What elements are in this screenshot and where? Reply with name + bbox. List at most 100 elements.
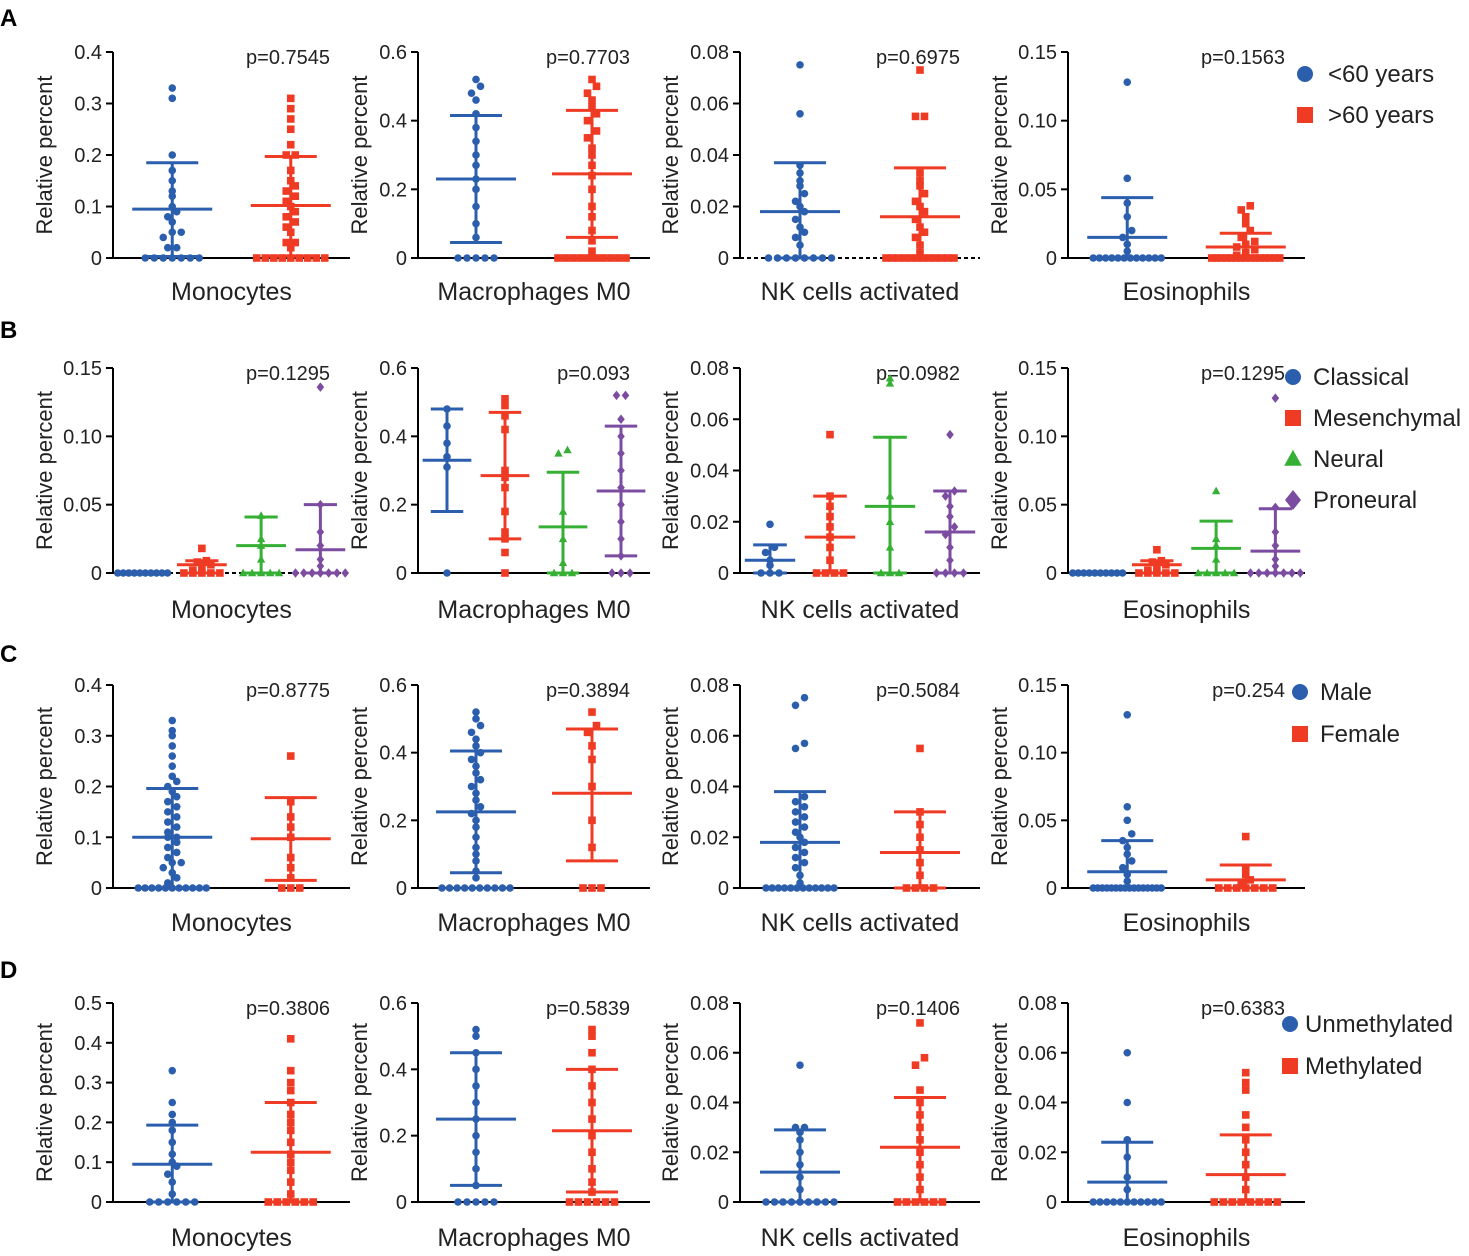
legend-label: Male [1320, 679, 1372, 706]
data-point [282, 223, 291, 231]
data-point [291, 568, 300, 578]
y-axis-label: Relative percent [347, 391, 372, 550]
data-point [168, 772, 177, 781]
group--60-years [1205, 202, 1286, 262]
data-point [911, 197, 920, 206]
data-point [1254, 568, 1263, 578]
data-point [472, 715, 480, 723]
y-tick-label: 0.6 [379, 358, 407, 380]
p-value: p=0.6383 [1201, 998, 1285, 1020]
data-point [163, 243, 172, 252]
data-point [498, 884, 507, 892]
data-point [791, 843, 800, 852]
data-point [159, 233, 168, 242]
data-point [291, 182, 300, 190]
subplot-D-2: 0 0.2 0.4 0.6 Relative percent p=0.5839 Macrop… [347, 993, 650, 1252]
data-point [463, 254, 471, 262]
y-tick-label: 0 [1046, 1192, 1057, 1214]
data-point [574, 1198, 583, 1206]
data-point [1135, 569, 1143, 577]
data-point [168, 742, 177, 750]
y-tick-label: 0 [91, 1192, 102, 1214]
data-point [1241, 1123, 1250, 1132]
legend-label: <60 years [1328, 61, 1434, 88]
data-point [796, 110, 804, 118]
data-point [168, 94, 177, 103]
subplot-B-1: 0 0.05 0.10 0.15 Relative percent p=0.1295 Mon… [32, 358, 350, 624]
data-point [1123, 710, 1132, 719]
data-point [1241, 1086, 1250, 1094]
data-point [1089, 254, 1098, 262]
y-axis-label: Relative percent [987, 76, 1012, 235]
data-point [592, 721, 601, 730]
group--60-years [880, 66, 960, 262]
group-proneural [1246, 393, 1305, 578]
data-point [172, 777, 181, 786]
group-methylated [1205, 1068, 1286, 1206]
data-point [826, 430, 834, 439]
data-point [177, 858, 186, 867]
data-point [583, 89, 592, 97]
data-point [888, 254, 896, 262]
subplot-A-2: 0 0.2 0.4 0.6 Relative percent p=0.7703 Macrop… [347, 42, 650, 306]
subplot-A-3: 0 0.02 0.04 0.06 0.08 Relative percent p=0.697… [658, 42, 980, 306]
data-point [168, 151, 177, 159]
data-point [569, 254, 577, 262]
group-unmethylated [436, 1025, 516, 1206]
data-point [583, 728, 592, 737]
data-point [1096, 1198, 1104, 1206]
subplot-A-1: 0 0.1 0.2 0.3 0.4 Relative percent p=0.7545 Mon… [32, 42, 350, 306]
data-point [1157, 254, 1166, 262]
data-point [911, 1061, 920, 1069]
subplot-C-2: 0 0.2 0.4 0.6 Relative percent p=0.3894 Macrop… [347, 675, 650, 937]
legend-marker [1297, 66, 1313, 82]
y-tick-label: 0 [718, 1192, 729, 1214]
group-proneural [596, 390, 646, 578]
group-male [1087, 710, 1168, 892]
data-point [561, 254, 570, 262]
y-tick-label: 0.04 [1018, 1093, 1057, 1115]
y-axis-label: Relative percent [347, 76, 372, 235]
data-point [916, 1086, 924, 1094]
data-point [468, 884, 477, 892]
data-point [588, 247, 596, 255]
data-point [282, 213, 291, 221]
data-point [491, 884, 499, 892]
data-point [286, 1035, 295, 1043]
subplot-B-3: 0 0.02 0.04 0.06 0.08 Relative percent p=0.098… [658, 358, 980, 624]
y-tick-label: 0.4 [74, 42, 102, 64]
y-tick-label: 0.1 [74, 827, 102, 849]
data-point [172, 848, 181, 857]
subplot-B-2: 0 0.2 0.4 0.6 Relative percent p=0.093 Macroph… [347, 358, 650, 624]
data-point [1237, 880, 1246, 888]
data-point [791, 863, 800, 872]
data-point [501, 569, 509, 577]
data-point [1246, 568, 1255, 578]
data-point [472, 96, 480, 104]
y-tick-label: 0 [1046, 563, 1057, 585]
x-axis-label: Macrophages M0 [437, 1224, 630, 1252]
y-axis-label: Relative percent [347, 707, 372, 866]
y-tick-label: 0.05 [1018, 810, 1057, 832]
data-point [584, 254, 593, 262]
data-point [597, 884, 605, 892]
data-point [610, 1198, 619, 1206]
group--60-years [436, 75, 516, 262]
data-point [920, 207, 929, 216]
group--60-years [1087, 78, 1168, 262]
data-point [607, 254, 615, 262]
data-point [476, 803, 485, 811]
y-tick-label: 0 [1046, 878, 1057, 900]
data-point [472, 708, 480, 716]
data-point [1237, 206, 1246, 214]
y-tick-label: 0.08 [1018, 993, 1057, 1015]
data-point [163, 213, 172, 221]
data-point [588, 884, 596, 892]
subplot-C-1: 0 0.1 0.2 0.3 0.4 Relative percent p=0.8775 Mon… [32, 675, 350, 937]
data-point [1095, 254, 1104, 262]
subplot-C-4: 0 0.05 0.10 0.15 Relative percent p=0.254 Eosi… [987, 675, 1305, 937]
data-point [761, 548, 770, 557]
data-point [791, 808, 800, 816]
y-tick-label: 0.4 [379, 1059, 407, 1081]
y-tick-label: 0.10 [63, 426, 102, 448]
